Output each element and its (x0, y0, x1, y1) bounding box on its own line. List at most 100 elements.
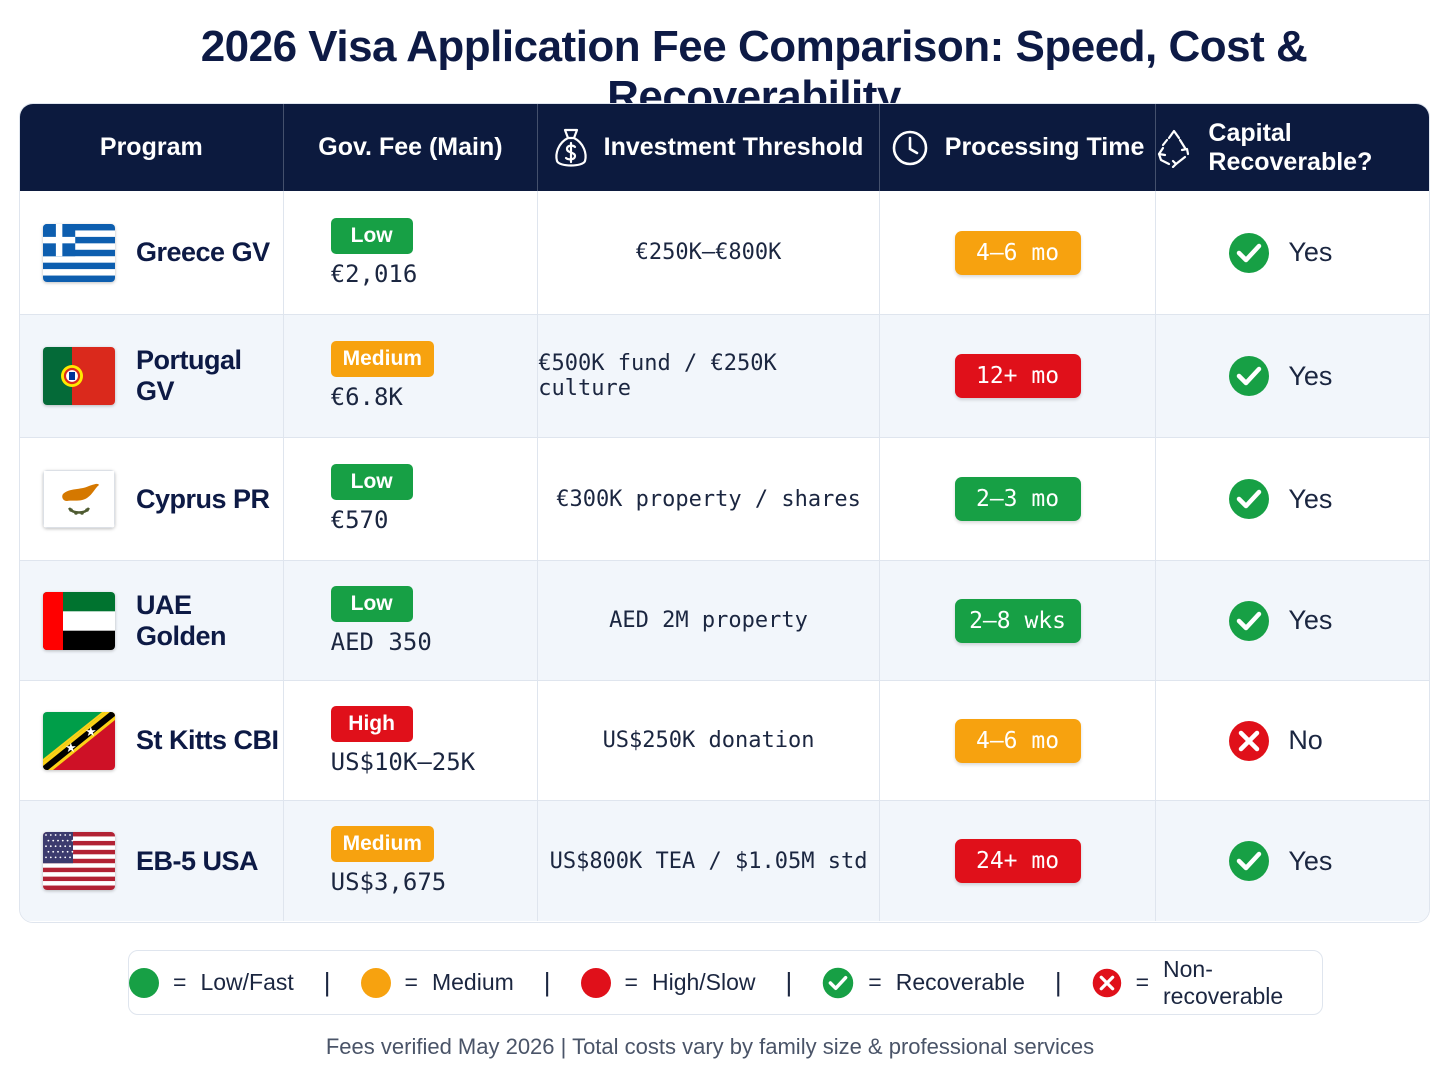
recycle-icon (1158, 129, 1190, 168)
legend-item-low: = Low/Fast (129, 967, 294, 998)
recoverable-value: Yes (1288, 237, 1333, 267)
program-cell: Greece GV (20, 191, 284, 314)
red-dot-icon (580, 967, 611, 998)
clock-icon (892, 130, 928, 165)
processing-cell: 12+ mo (880, 315, 1157, 437)
fee-value: AED 350 (330, 627, 432, 656)
investment-cell: AED 2M property (538, 561, 880, 680)
legend-separator: | (785, 967, 793, 997)
legend-label: Medium (431, 969, 514, 995)
page-title: 2026 Visa Application Fee Comparison: Sp… (200, 22, 1308, 121)
recoverable-value: Yes (1288, 845, 1333, 876)
fee-level-badge: Low (330, 217, 413, 254)
fee-value: €570 (330, 506, 389, 534)
header-gov-fee-label: Gov. Fee (Main) (318, 133, 503, 161)
program-cell: EB-5 USA (20, 801, 284, 921)
svg-text:★: ★ (85, 725, 97, 740)
x-icon (1229, 720, 1270, 761)
investment-value: US$800K TEA / $1.05M std (549, 848, 868, 874)
program-name: EB-5 USA (136, 845, 259, 876)
st-kitts-flag-icon: ★ ★ (43, 711, 115, 770)
check-icon (1229, 356, 1270, 396)
fee-value: US$3,675 (330, 868, 447, 896)
investment-value: €250K–€800K (635, 240, 782, 265)
recoverable-value: Yes (1288, 605, 1333, 635)
program-name: Portugal GV (136, 345, 242, 406)
gov-fee-cell: Low AED 350 (284, 561, 539, 680)
recoverable-cell: No (1156, 681, 1429, 800)
table-row: Cyprus PR Low €570 €300K property / shar… (20, 437, 1429, 560)
header-investment: Investment Threshold (538, 104, 880, 191)
investment-cell: €500K fund / €250K culture (538, 315, 880, 437)
legend-separator: | (1054, 967, 1062, 997)
program-cell: Cyprus PR (20, 438, 284, 560)
processing-time-pill: 4–6 mo (954, 230, 1081, 275)
fee-level-badge: Medium (330, 826, 434, 862)
program-name: Cyprus PR (136, 483, 270, 514)
program-cell: UAE Golden (20, 561, 284, 680)
table-body: Greece GV Low €2,016 €250K–€800K 4–6 mo … (20, 191, 1429, 921)
processing-cell: 2–8 wks (880, 561, 1157, 680)
program-name: Greece GV (136, 237, 270, 267)
legend-eq: = (404, 969, 418, 995)
svg-text:★: ★ (65, 741, 77, 756)
fee-level-badge: Low (330, 464, 413, 500)
legend-item-recoverable: = Recoverable (822, 967, 1025, 999)
investment-cell: €250K–€800K (538, 191, 880, 314)
fee-level-badge: Low (330, 585, 413, 622)
green-dot-icon (129, 967, 159, 998)
fee-value: €6.8K (330, 383, 403, 411)
processing-time-pill: 12+ mo (954, 354, 1081, 398)
program-name: UAE Golden (136, 589, 226, 651)
fee-level-badge: Medium (330, 341, 434, 377)
header-processing: Processing Time (880, 104, 1157, 191)
program-name: St Kitts CBI (136, 725, 279, 755)
table-row: EB-5 USA Medium US$3,675 US$800K TEA / $… (20, 800, 1429, 921)
header-processing-label: Processing Time (944, 133, 1145, 161)
investment-cell: US$250K donation (538, 681, 880, 800)
recoverable-cell: Yes (1156, 801, 1429, 921)
header-gov-fee: Gov. Fee (Main) (284, 104, 539, 191)
fee-value: €2,016 (330, 259, 418, 288)
recoverable-cell: Yes (1156, 315, 1429, 437)
fee-level-badge: High (330, 705, 413, 742)
investment-value: US$250K donation (602, 728, 815, 753)
recoverable-value: Yes (1288, 483, 1333, 514)
usa-flag-icon (43, 832, 115, 890)
recoverable-value: Yes (1288, 360, 1333, 391)
legend-item-medium: = Medium (360, 967, 514, 998)
legend-eq: = (624, 969, 638, 995)
table-row: Portugal GV Medium €6.8K €500K fund / €2… (20, 314, 1429, 437)
legend-item-high: = High/Slow (580, 967, 756, 998)
header-program-label: Program (99, 133, 203, 161)
header-investment-label: Investment Threshold (603, 133, 864, 161)
footer-note: Fees verified May 2026 | Total costs var… (325, 1034, 1095, 1059)
processing-cell: 4–6 mo (880, 191, 1157, 314)
investment-value: AED 2M property (609, 608, 808, 633)
money-bag-icon (555, 128, 587, 167)
x-icon (1092, 968, 1121, 997)
table-row: Greece GV Low €2,016 €250K–€800K 4–6 mo … (20, 191, 1429, 314)
gov-fee-cell: Medium €6.8K (284, 315, 539, 437)
check-icon (1229, 841, 1270, 881)
header-program: Program (20, 104, 284, 191)
gov-fee-cell: High US$10K–25K (284, 681, 539, 800)
legend-eq: = (1135, 969, 1149, 995)
recoverable-value: No (1288, 725, 1323, 755)
orange-dot-icon (360, 967, 391, 998)
investment-value: €300K property / shares (556, 486, 861, 512)
processing-cell: 2–3 mo (880, 438, 1157, 560)
table-header: Program Gov. Fee (Main) Investment Thres… (20, 104, 1429, 191)
table-row: UAE Golden Low AED 350 AED 2M property 2… (20, 560, 1429, 680)
check-icon (1229, 479, 1270, 519)
processing-time-pill: 2–8 wks (954, 598, 1081, 643)
legend-label: Non-recoverable (1163, 955, 1284, 1009)
table-row: ★ ★ St Kitts CBI High US$10K–25K US$250K … (20, 680, 1429, 800)
legend-label: Recoverable (895, 969, 1025, 995)
program-cell: Portugal GV (20, 315, 284, 437)
investment-cell: €300K property / shares (538, 438, 880, 560)
header-recoverable: Capital Recoverable? (1156, 104, 1429, 191)
investment-value: €500K fund / €250K culture (538, 351, 777, 401)
comparison-table: Program Gov. Fee (Main) Investment Thres… (19, 103, 1430, 923)
legend-label: High/Slow (651, 969, 756, 995)
